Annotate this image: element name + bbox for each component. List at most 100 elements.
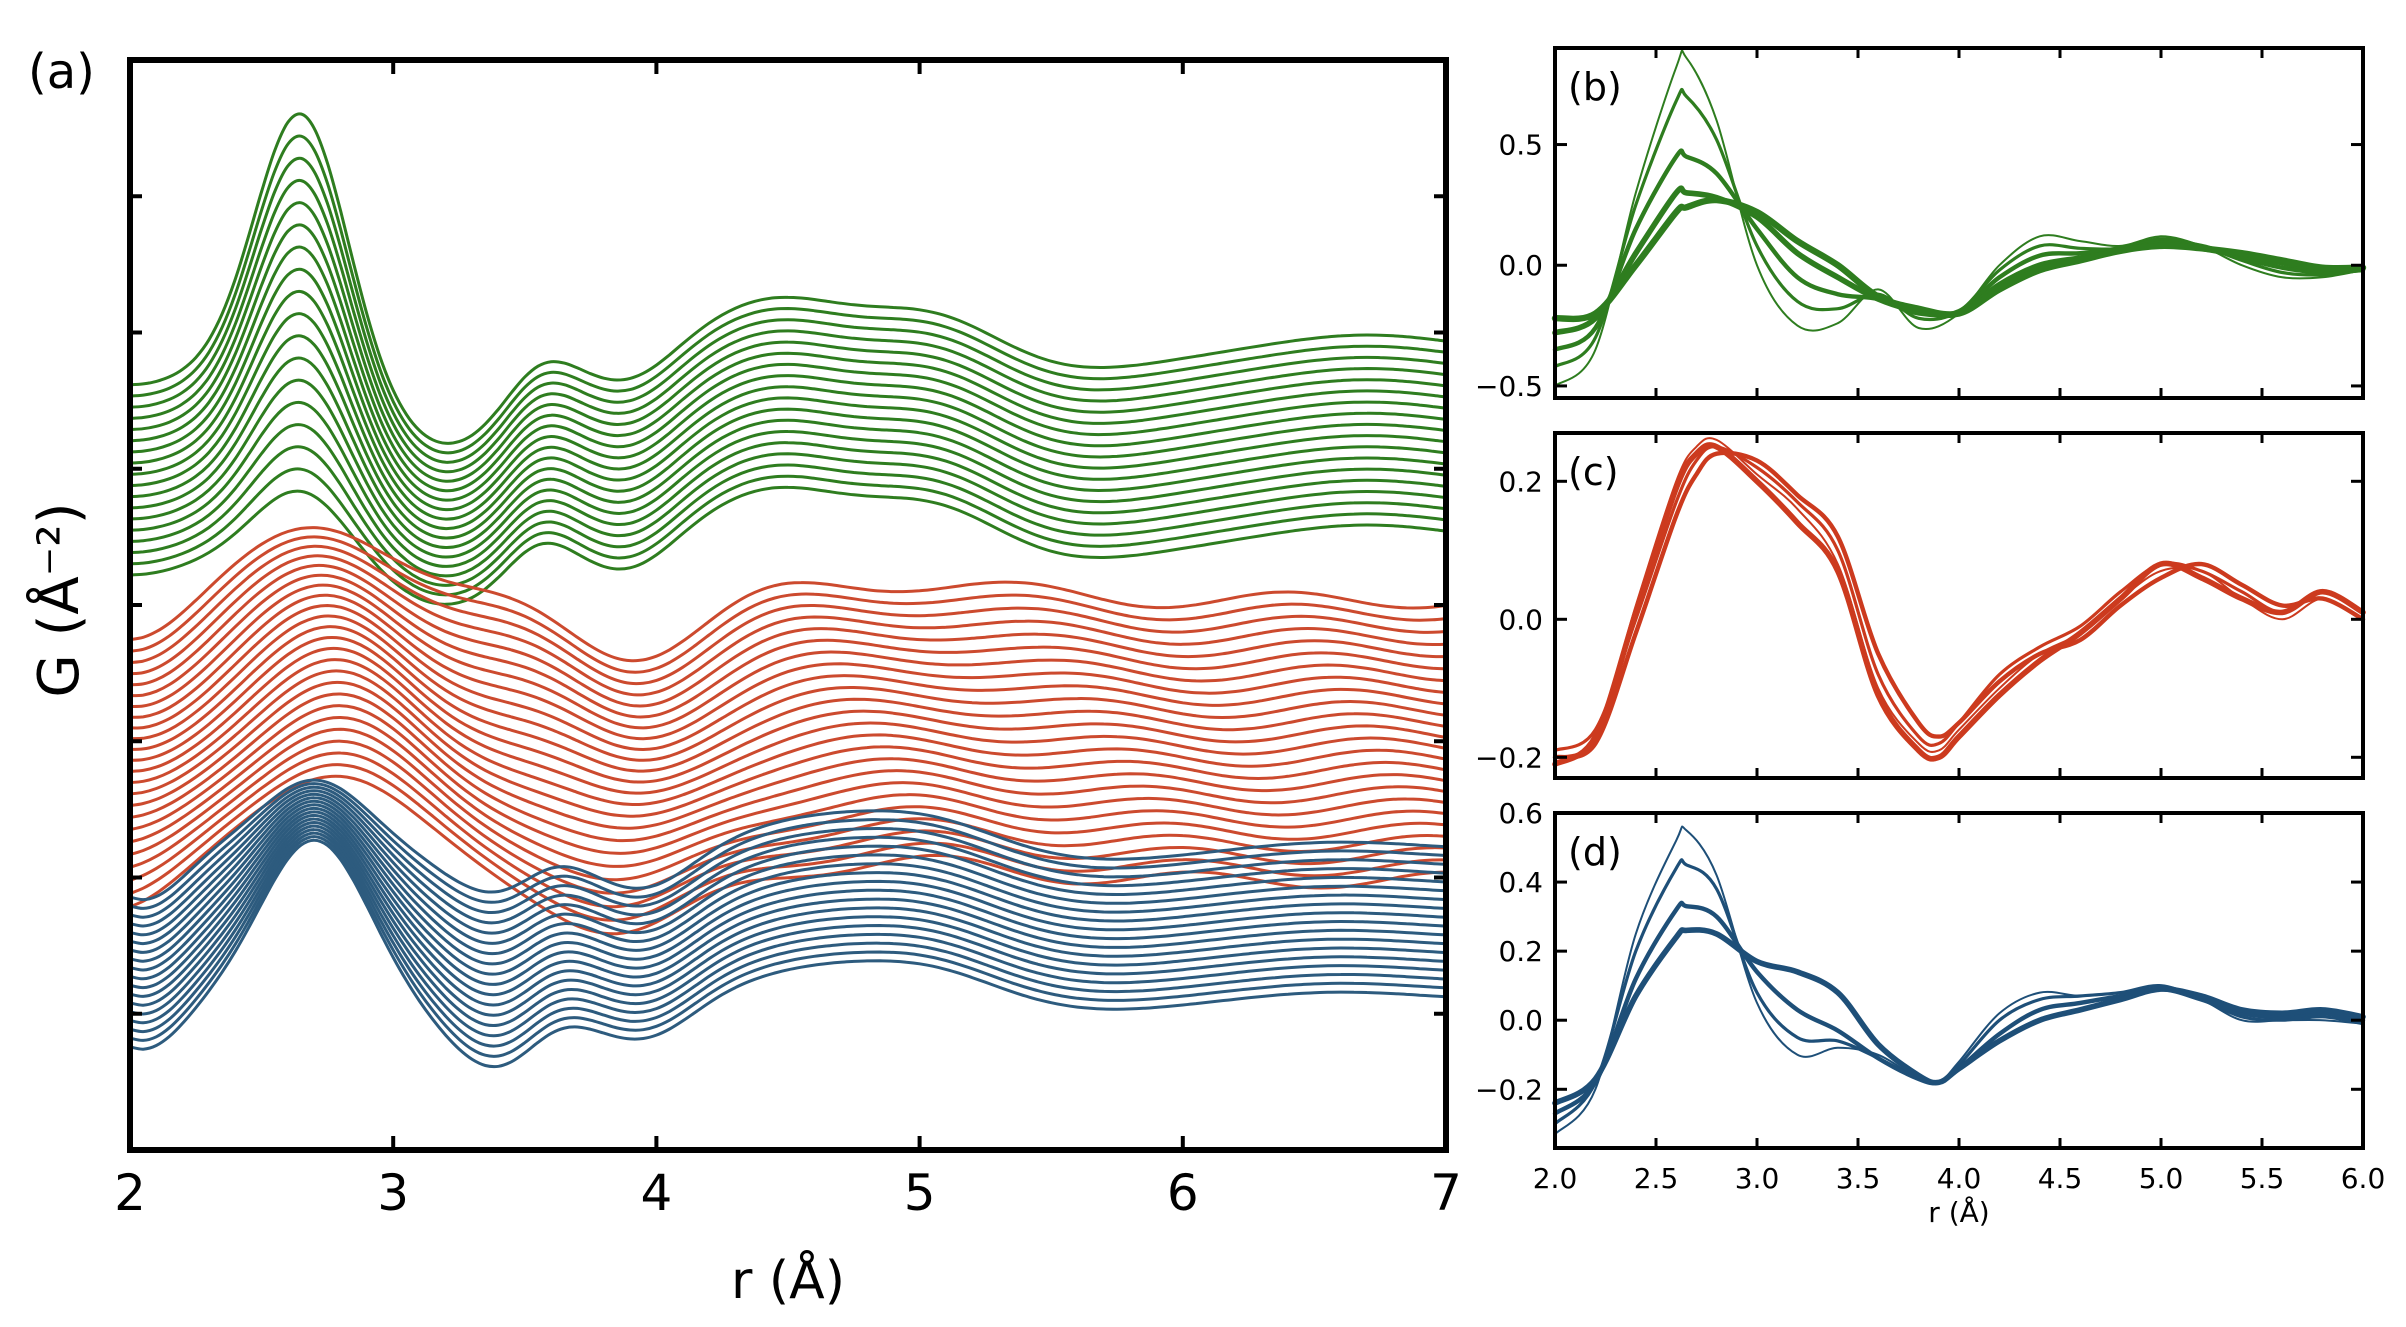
xtick-label: 3.5 <box>1836 1162 1881 1195</box>
xtick-label: 2.0 <box>1533 1162 1578 1195</box>
panel-a-green-curve <box>128 201 1448 483</box>
xtick-label: 5.5 <box>2240 1162 2285 1195</box>
panel-c-series-c2 <box>1553 445 2365 752</box>
ytick-label: 0.2 <box>1498 935 1543 968</box>
panel-a-red-curve <box>128 669 1448 818</box>
panel-d-series-group <box>1552 825 2366 1136</box>
xtick-label: 6.0 <box>2341 1162 2386 1195</box>
ytick-label: 0.2 <box>1498 465 1543 498</box>
ytick-label: 0.0 <box>1498 249 1543 282</box>
xtick-label: 4.0 <box>1937 1162 1982 1195</box>
panel-a-blue-curve <box>128 803 1448 966</box>
panel-a-red-curve <box>128 646 1448 795</box>
panel-a-green-curve <box>128 178 1448 474</box>
panel-a-green-curve <box>128 423 1448 578</box>
panel-c-label: (c) <box>1568 450 1619 494</box>
ytick-label: −0.2 <box>1475 1073 1543 1106</box>
ytick-label: 0.0 <box>1498 603 1543 636</box>
ytick-label: 0.6 <box>1498 797 1543 830</box>
panel-a-red-curve <box>128 583 1448 730</box>
panel-a: (a) 2 3 4 5 6 7 r (Å) G (Å⁻²) <box>26 44 1462 1311</box>
panel-a-xtick-label: 6 <box>1167 1164 1199 1222</box>
panel-a-xlabel: r (Å) <box>731 1249 845 1311</box>
panel-a-blue-curve <box>128 789 1448 928</box>
ytick-label: 0.4 <box>1498 866 1543 899</box>
panel-a-blue-curve <box>128 792 1448 937</box>
panel-b-series-b5 <box>1551 196 2367 323</box>
panel-a-red-curve <box>128 704 1448 855</box>
panel-d: 0.6 0.4 0.2 0.0 −0.2 2.0 2.5 3.0 3.5 4.0 4.5 5.0 5.5… <box>1475 797 2385 1229</box>
panel-a-blue-curve <box>128 796 1448 946</box>
panel-b-series-group <box>1551 49 2367 387</box>
xtick-label: 2.5 <box>1634 1162 1679 1195</box>
panel-a-red-curve <box>128 604 1448 751</box>
panel-a-blue-curve <box>128 778 1448 902</box>
panel-a-red-curve <box>128 563 1448 708</box>
panel-a-green-curve <box>128 445 1448 587</box>
panel-a-green-curve <box>128 134 1448 455</box>
panel-a-ticks: 2 3 4 5 6 7 <box>114 58 1462 1222</box>
panel-a-green-curve <box>128 356 1448 550</box>
ytick-label: 0.0 <box>1498 1004 1543 1037</box>
panel-c-series-c3 <box>1552 450 2366 760</box>
panel-d-frame <box>1553 811 2365 1150</box>
panel-c-series-group <box>1552 437 2366 767</box>
panel-a-blue-curve <box>128 838 1448 1069</box>
panel-a-green-curve <box>128 267 1448 512</box>
panel-a-blue-curve <box>128 806 1448 976</box>
panel-d-series-d2 <box>1553 858 2365 1126</box>
panel-a-green-curve <box>128 334 1448 540</box>
panel-a-xtick-label: 2 <box>114 1164 146 1222</box>
panel-d-series-d4 <box>1552 927 2366 1106</box>
panel-a-red-curve <box>128 625 1448 773</box>
xtick-label: 5.0 <box>2139 1162 2184 1195</box>
panel-a-blue-curve <box>128 817 1448 1007</box>
panel-a-blue-curve <box>128 799 1448 956</box>
panel-c-ticks: 0.2 0.0 −0.2 <box>1475 433 2365 778</box>
panel-a-green-curve <box>128 467 1448 597</box>
panel-b-series-b2 <box>1553 87 2365 369</box>
panel-a-blue-curve <box>128 821 1448 1017</box>
xtick-label: 3.0 <box>1735 1162 1780 1195</box>
panel-a-green-curve <box>128 223 1448 493</box>
panel-c: 0.2 0.0 −0.2 (c) <box>1475 431 2366 780</box>
panel-a-red-curve <box>128 763 1448 922</box>
panel-a-blue-curve <box>128 824 1448 1028</box>
panel-a-green-curve <box>128 289 1448 521</box>
panel-a-red-curve <box>128 535 1448 674</box>
panel-a-red-curve <box>128 554 1448 697</box>
panel-a-red-curve <box>128 573 1448 719</box>
panel-a-xtick-label: 5 <box>904 1164 936 1222</box>
ytick-label: 0.5 <box>1498 129 1543 162</box>
panel-a-green-curve <box>128 245 1448 502</box>
panel-a-ylabel: G (Å⁻²) <box>26 502 92 697</box>
panel-a-green-curve <box>128 112 1448 445</box>
panel-a-red-curve <box>128 544 1448 686</box>
panel-a-red-curve <box>128 692 1448 843</box>
panel-a-green-curve <box>128 485 1448 606</box>
panel-a-green-curve <box>128 156 1448 464</box>
panel-a-green-curve <box>128 400 1448 568</box>
panel-a-blue-curve <box>128 785 1448 919</box>
panel-d-series-d1 <box>1554 825 2364 1136</box>
panel-a-blue-curve <box>128 835 1448 1058</box>
panel-d-xlabel: r (Å) <box>1928 1195 1989 1229</box>
panel-d-label: (d) <box>1568 830 1622 874</box>
panel-a-red-curve <box>128 526 1448 663</box>
panel-a-blue-curve <box>128 831 1448 1048</box>
xtick-label: 4.5 <box>2038 1162 2083 1195</box>
panel-b-ticks: 0.5 0.0 −0.5 <box>1475 48 2365 403</box>
panel-a-label: (a) <box>28 44 95 100</box>
panel-a-red-curve <box>128 680 1448 830</box>
panel-a-xtick-label: 4 <box>640 1164 672 1222</box>
panel-a-xtick-label: 7 <box>1430 1164 1462 1222</box>
panel-a-green-curve <box>128 312 1448 531</box>
panel-a-blue-curve <box>128 813 1448 997</box>
panel-d-ticks: 0.6 0.4 0.2 0.0 −0.2 2.0 2.5 3.0 3.5 4.0 4.5 5.0 5.5… <box>1475 797 2385 1195</box>
panel-a-green-curve <box>128 378 1448 559</box>
panel-a-red-curve <box>128 614 1448 762</box>
ytick-label: −0.5 <box>1475 370 1543 403</box>
panel-a-red-curve <box>128 739 1448 895</box>
panel-a-blue-curve <box>128 782 1448 910</box>
